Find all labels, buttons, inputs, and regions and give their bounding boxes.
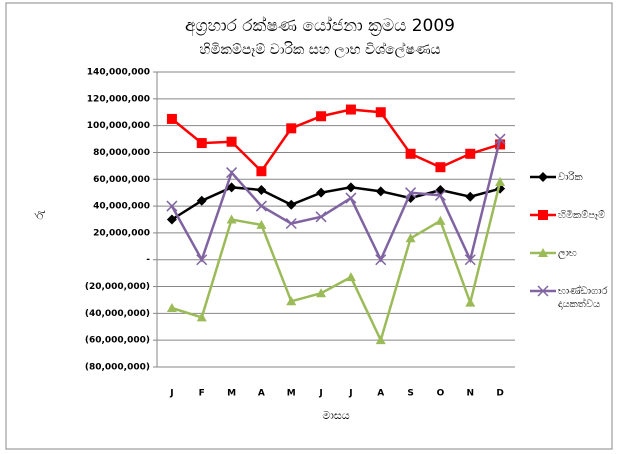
data-point xyxy=(345,272,356,282)
data-point xyxy=(286,123,297,134)
data-point xyxy=(285,217,297,230)
y-tick-label: 60,000,000 xyxy=(93,175,150,185)
x-tick-label: J xyxy=(318,389,322,399)
data-point xyxy=(465,148,476,159)
data-point xyxy=(255,200,267,212)
legend-marker xyxy=(538,210,548,220)
x-axis-label: මාසය xyxy=(322,409,349,422)
data-point xyxy=(405,233,416,243)
x-tick-label: O xyxy=(437,389,445,399)
x-tick-label: M xyxy=(227,389,236,399)
legend-swatch xyxy=(530,210,556,220)
legend-swatch xyxy=(530,285,556,297)
data-point xyxy=(375,254,387,266)
data-point xyxy=(166,200,178,212)
legend-item: ලාභ xyxy=(528,246,618,284)
legend-marker xyxy=(537,285,549,297)
data-point xyxy=(435,215,446,225)
y-tick-label: (20,000,000) xyxy=(85,282,150,292)
data-point xyxy=(495,139,506,150)
data-point xyxy=(494,133,506,145)
y-tick-label: 100,000,000 xyxy=(87,121,150,131)
x-tick-label: J xyxy=(169,389,173,399)
data-point xyxy=(256,219,267,229)
legend-label: වාරික xyxy=(558,172,583,183)
data-point xyxy=(345,192,357,204)
data-point xyxy=(405,148,416,159)
data-point xyxy=(196,254,208,266)
data-point xyxy=(166,113,177,124)
x-tick-label: M xyxy=(287,389,296,399)
data-point xyxy=(196,138,207,149)
legend-label: ලාභ xyxy=(558,248,577,259)
data-point xyxy=(375,335,386,345)
x-tick-label: N xyxy=(466,389,474,399)
data-point xyxy=(166,303,177,312)
legend-swatch xyxy=(530,172,556,182)
y-tick-label: (40,000,000) xyxy=(85,309,150,319)
y-tick-label: (60,000,000) xyxy=(85,336,150,346)
data-point xyxy=(316,111,327,122)
y-tick-label: 140,000,000 xyxy=(87,68,150,78)
data-point xyxy=(315,211,327,223)
y-tick-label: 20,000,000 xyxy=(93,228,150,238)
y-tick-label: - xyxy=(146,255,150,265)
legend: වාරික හිමිකම්පෑම් ලාභ භාණ්ඩාගාර දායකත්වය xyxy=(528,170,618,322)
data-point xyxy=(465,191,476,202)
y-tick-label: 80,000,000 xyxy=(93,148,150,158)
x-tick-label: J xyxy=(348,389,352,399)
y-tick-label: 40,000,000 xyxy=(93,202,150,212)
series-line xyxy=(171,181,502,344)
data-point xyxy=(286,296,297,306)
data-point xyxy=(464,254,476,266)
data-point xyxy=(256,166,267,177)
data-point xyxy=(375,107,386,118)
chart-subtitle: හිමිකම්පෑම් වාරික සහ ලාභ විශ්ලේෂණය xyxy=(199,42,440,58)
legend-item: වාරික xyxy=(528,170,618,208)
y-tick-label: (80,000,000) xyxy=(85,363,150,373)
data-point xyxy=(226,167,238,179)
data-point xyxy=(316,288,327,298)
x-tick-label: A xyxy=(258,389,265,399)
chart-title: අග්‍රහාර රක්ෂණ යෝජනා ක්‍රමය 2009 xyxy=(185,16,455,37)
x-tick-label: S xyxy=(407,389,413,399)
data-point xyxy=(166,214,177,225)
data-point xyxy=(345,104,356,115)
y-tick-label: 120,000,000 xyxy=(87,94,150,104)
legend-label: භාණ්ඩාගාර දායකත්වය xyxy=(558,286,608,310)
x-tick-label: F xyxy=(199,389,205,399)
data-point xyxy=(345,182,356,193)
x-tick-label: A xyxy=(377,389,384,399)
data-point xyxy=(405,187,417,199)
data-point xyxy=(226,136,237,147)
data-point xyxy=(196,312,207,322)
legend-label: හිමිකම්පෑම් xyxy=(558,210,606,221)
legend-swatch xyxy=(530,248,556,257)
chart-border xyxy=(5,2,613,450)
data-point xyxy=(495,176,506,186)
data-point xyxy=(286,199,297,210)
y-axis-label: රු xyxy=(33,210,46,220)
data-point xyxy=(256,185,267,195)
data-point xyxy=(226,214,237,224)
data-point xyxy=(316,187,327,198)
series-line xyxy=(170,138,502,264)
data-point xyxy=(434,189,446,201)
data-point xyxy=(435,162,446,173)
legend-marker xyxy=(538,248,548,257)
x-tick-label: D xyxy=(496,389,503,399)
legend-item: භාණ්ඩාගාර දායකත්වය xyxy=(528,284,618,322)
data-point xyxy=(226,182,237,193)
legend-marker xyxy=(538,172,548,182)
data-point xyxy=(465,297,476,307)
data-point xyxy=(196,195,207,206)
legend-item: හිමිකම්පෑම් xyxy=(528,208,618,246)
data-point xyxy=(375,186,386,197)
